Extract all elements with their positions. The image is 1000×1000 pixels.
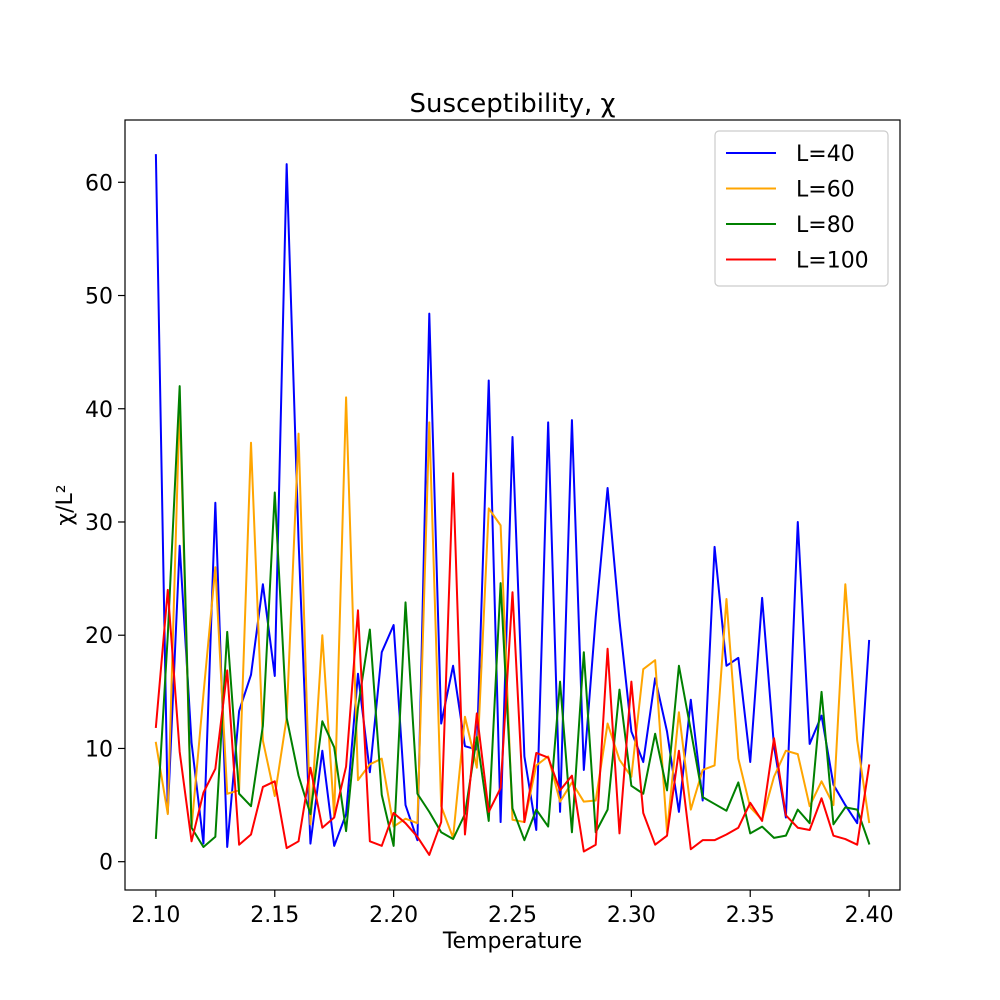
y-tick-label: 0 [99,851,113,876]
chart-title: Susceptibility, χ [409,89,615,119]
y-tick-label: 60 [85,171,113,196]
legend-entries: L=40 L=60 L=80 L=100 [726,142,869,274]
x-tick-label: 2.25 [488,903,537,928]
series-line-l60 [154,396,871,839]
legend-label: L=60 [796,178,855,203]
x-tick-label: 2.15 [250,903,299,928]
x-tick-label: 2.20 [369,903,418,928]
x-tick-label: 2.35 [726,903,775,928]
legend-label: L=100 [796,249,869,274]
series-line-l80 [154,385,871,848]
y-tick-label: 40 [85,398,113,423]
y-axis-ticks: 0 10 20 30 40 50 60 [85,171,125,876]
y-tick-label: 30 [85,511,113,536]
plot-area-frame [124,119,901,891]
x-tick-label: 2.30 [607,903,656,928]
y-tick-label: 10 [85,737,113,762]
x-axis-label: Temperature [442,929,582,954]
y-tick-label: 50 [85,285,113,310]
legend-box [714,130,889,287]
legend: L=40 L=60 L=80 L=100 [714,130,889,287]
series-line-l40 [154,154,871,848]
y-axis-label: χ/L² [53,484,78,525]
plot-series-group [154,154,871,856]
series-line-l100 [154,472,871,856]
y-tick-label: 20 [85,624,113,649]
x-axis-ticks: 2.10 2.15 2.20 2.25 2.30 2.35 2.40 [131,890,894,928]
x-tick-label: 2.10 [131,903,180,928]
x-tick-label: 2.40 [845,903,894,928]
legend-label: L=80 [796,213,855,238]
legend-label: L=40 [796,142,855,167]
